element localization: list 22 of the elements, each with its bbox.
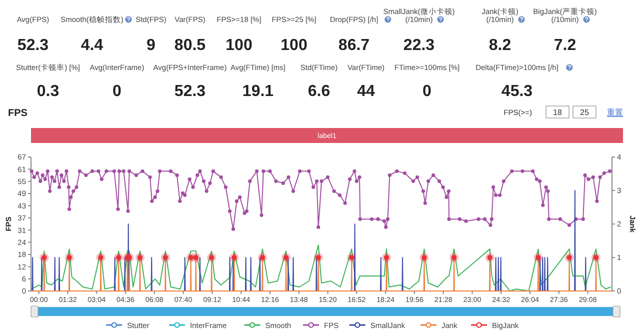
data-label: 7.2 (554, 37, 576, 54)
data-label: 9 (146, 37, 156, 54)
text: 25 (580, 108, 590, 117)
data-label: 6.6 (308, 83, 330, 100)
data-label: 100 (280, 37, 308, 54)
data-label: 22.3 (403, 37, 435, 54)
data-label: 80.5 (174, 37, 206, 54)
data-label: 4.4 (80, 37, 104, 54)
data-label: 52.3 (17, 37, 49, 54)
text: 重置 (607, 108, 623, 117)
data-label: 8.2 (488, 37, 512, 54)
data-label: 0.3 (36, 83, 60, 100)
data-label: 44 (357, 83, 375, 100)
data-label: 52.3 (174, 83, 206, 100)
data-label: 0 (112, 83, 122, 100)
data-label: 86.7 (338, 37, 370, 54)
text: 18 (553, 108, 562, 117)
data-label: 100 (226, 37, 252, 54)
data-label: 45.3 (501, 83, 533, 100)
chart-title: FPS (8, 108, 28, 119)
data-label: 0 (422, 83, 432, 100)
data-label: 19.1 (242, 83, 274, 100)
